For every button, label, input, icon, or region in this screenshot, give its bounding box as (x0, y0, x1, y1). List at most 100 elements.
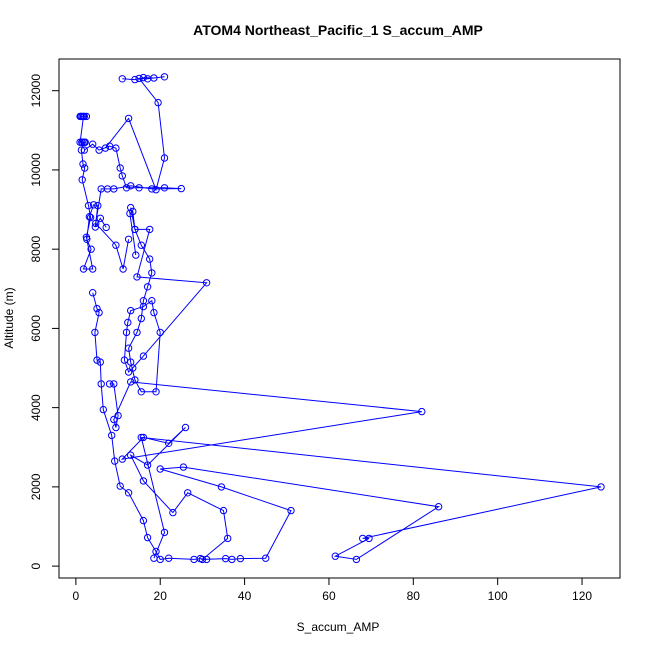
data-point (79, 112, 88, 121)
data-point (124, 489, 133, 497)
series-1-line (79, 115, 107, 270)
data-point (93, 304, 101, 313)
data-point (78, 138, 86, 146)
data-point (114, 411, 122, 420)
data-point (96, 358, 105, 366)
x-tick-label: 80 (407, 589, 421, 603)
data-point (89, 140, 97, 148)
series-layer (76, 73, 605, 564)
data-point (217, 483, 226, 491)
data-point (262, 554, 270, 562)
data-point (143, 533, 152, 542)
data-point (111, 457, 119, 465)
data-point (139, 73, 148, 82)
series-3-line (105, 76, 166, 192)
data-point (80, 138, 88, 146)
data-point (146, 255, 154, 263)
data-point (112, 241, 120, 249)
y-tick-label: 4000 (29, 394, 43, 421)
data-point (110, 380, 118, 388)
data-point (124, 114, 133, 123)
data-point (80, 146, 89, 154)
data-point (133, 328, 141, 337)
data-point (219, 506, 228, 515)
data-point (156, 328, 164, 337)
data-point (165, 439, 173, 447)
data-point (224, 534, 232, 543)
data-point (154, 98, 162, 107)
data-point (143, 75, 152, 83)
data-point (359, 534, 367, 543)
data-point (82, 112, 91, 121)
data-point (160, 184, 169, 192)
data-point (85, 213, 94, 221)
data-point (236, 554, 245, 563)
series-5-line (123, 207, 208, 393)
data-point (434, 503, 443, 511)
x-axis: 0 20 40 60 80 100 120 (73, 577, 592, 603)
x-tick-label: 0 (73, 589, 80, 603)
plot-frame (58, 58, 621, 579)
data-point (99, 405, 108, 414)
data-point (150, 308, 158, 317)
y-tick-label: 6000 (29, 315, 43, 342)
data-point (148, 269, 156, 277)
data-point (131, 75, 139, 84)
data-point (129, 364, 137, 372)
data-point (95, 308, 103, 317)
data-point (91, 328, 99, 337)
data-point (124, 344, 133, 352)
data-point (160, 73, 169, 81)
x-axis-label: S_accum_AMP (297, 620, 380, 634)
x-tick-label: 20 (154, 589, 168, 603)
data-point (139, 433, 148, 442)
data-point (148, 185, 156, 193)
data-point (152, 388, 160, 396)
data-point (137, 433, 146, 442)
data-point (92, 219, 100, 228)
data-point (331, 552, 339, 560)
data-point (135, 74, 143, 83)
data-point (139, 352, 148, 360)
y-tick-label: 10000 (29, 153, 43, 187)
data-point (127, 306, 135, 315)
data-point (133, 273, 141, 281)
x-tick-label: 100 (488, 589, 508, 603)
data-point (597, 483, 605, 491)
data-point (102, 223, 110, 232)
data-point (122, 328, 131, 337)
y-axis-label: Altitude (m) (2, 287, 16, 348)
data-point (79, 160, 87, 168)
series-6-line (109, 381, 602, 560)
data-point (89, 289, 97, 297)
data-point (96, 214, 105, 223)
data-point (116, 482, 124, 490)
data-point (118, 172, 127, 180)
x-tick-label: 120 (572, 589, 592, 603)
data-point (146, 225, 154, 234)
data-point (160, 528, 169, 537)
data-point (169, 508, 177, 517)
data-point (110, 415, 118, 424)
y-tick-label: 0 (29, 562, 43, 569)
data-point (152, 186, 160, 194)
data-point (127, 182, 135, 190)
data-point (181, 423, 190, 432)
data-point (137, 388, 146, 396)
data-point (132, 251, 140, 259)
data-point (152, 547, 160, 556)
data-point (131, 225, 139, 234)
data-point (97, 380, 105, 388)
data-point (198, 555, 207, 564)
data-point (89, 201, 98, 209)
data-point (184, 489, 192, 497)
data-point (165, 554, 173, 562)
data-point (179, 463, 188, 471)
data-point (139, 302, 148, 311)
data-point (418, 407, 426, 416)
data-point (131, 376, 139, 384)
data-point (108, 431, 116, 440)
y-tick-label: 12000 (29, 74, 43, 108)
data-point (135, 184, 143, 192)
